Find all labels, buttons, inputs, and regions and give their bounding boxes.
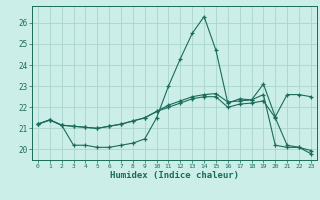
X-axis label: Humidex (Indice chaleur): Humidex (Indice chaleur) xyxy=(110,171,239,180)
